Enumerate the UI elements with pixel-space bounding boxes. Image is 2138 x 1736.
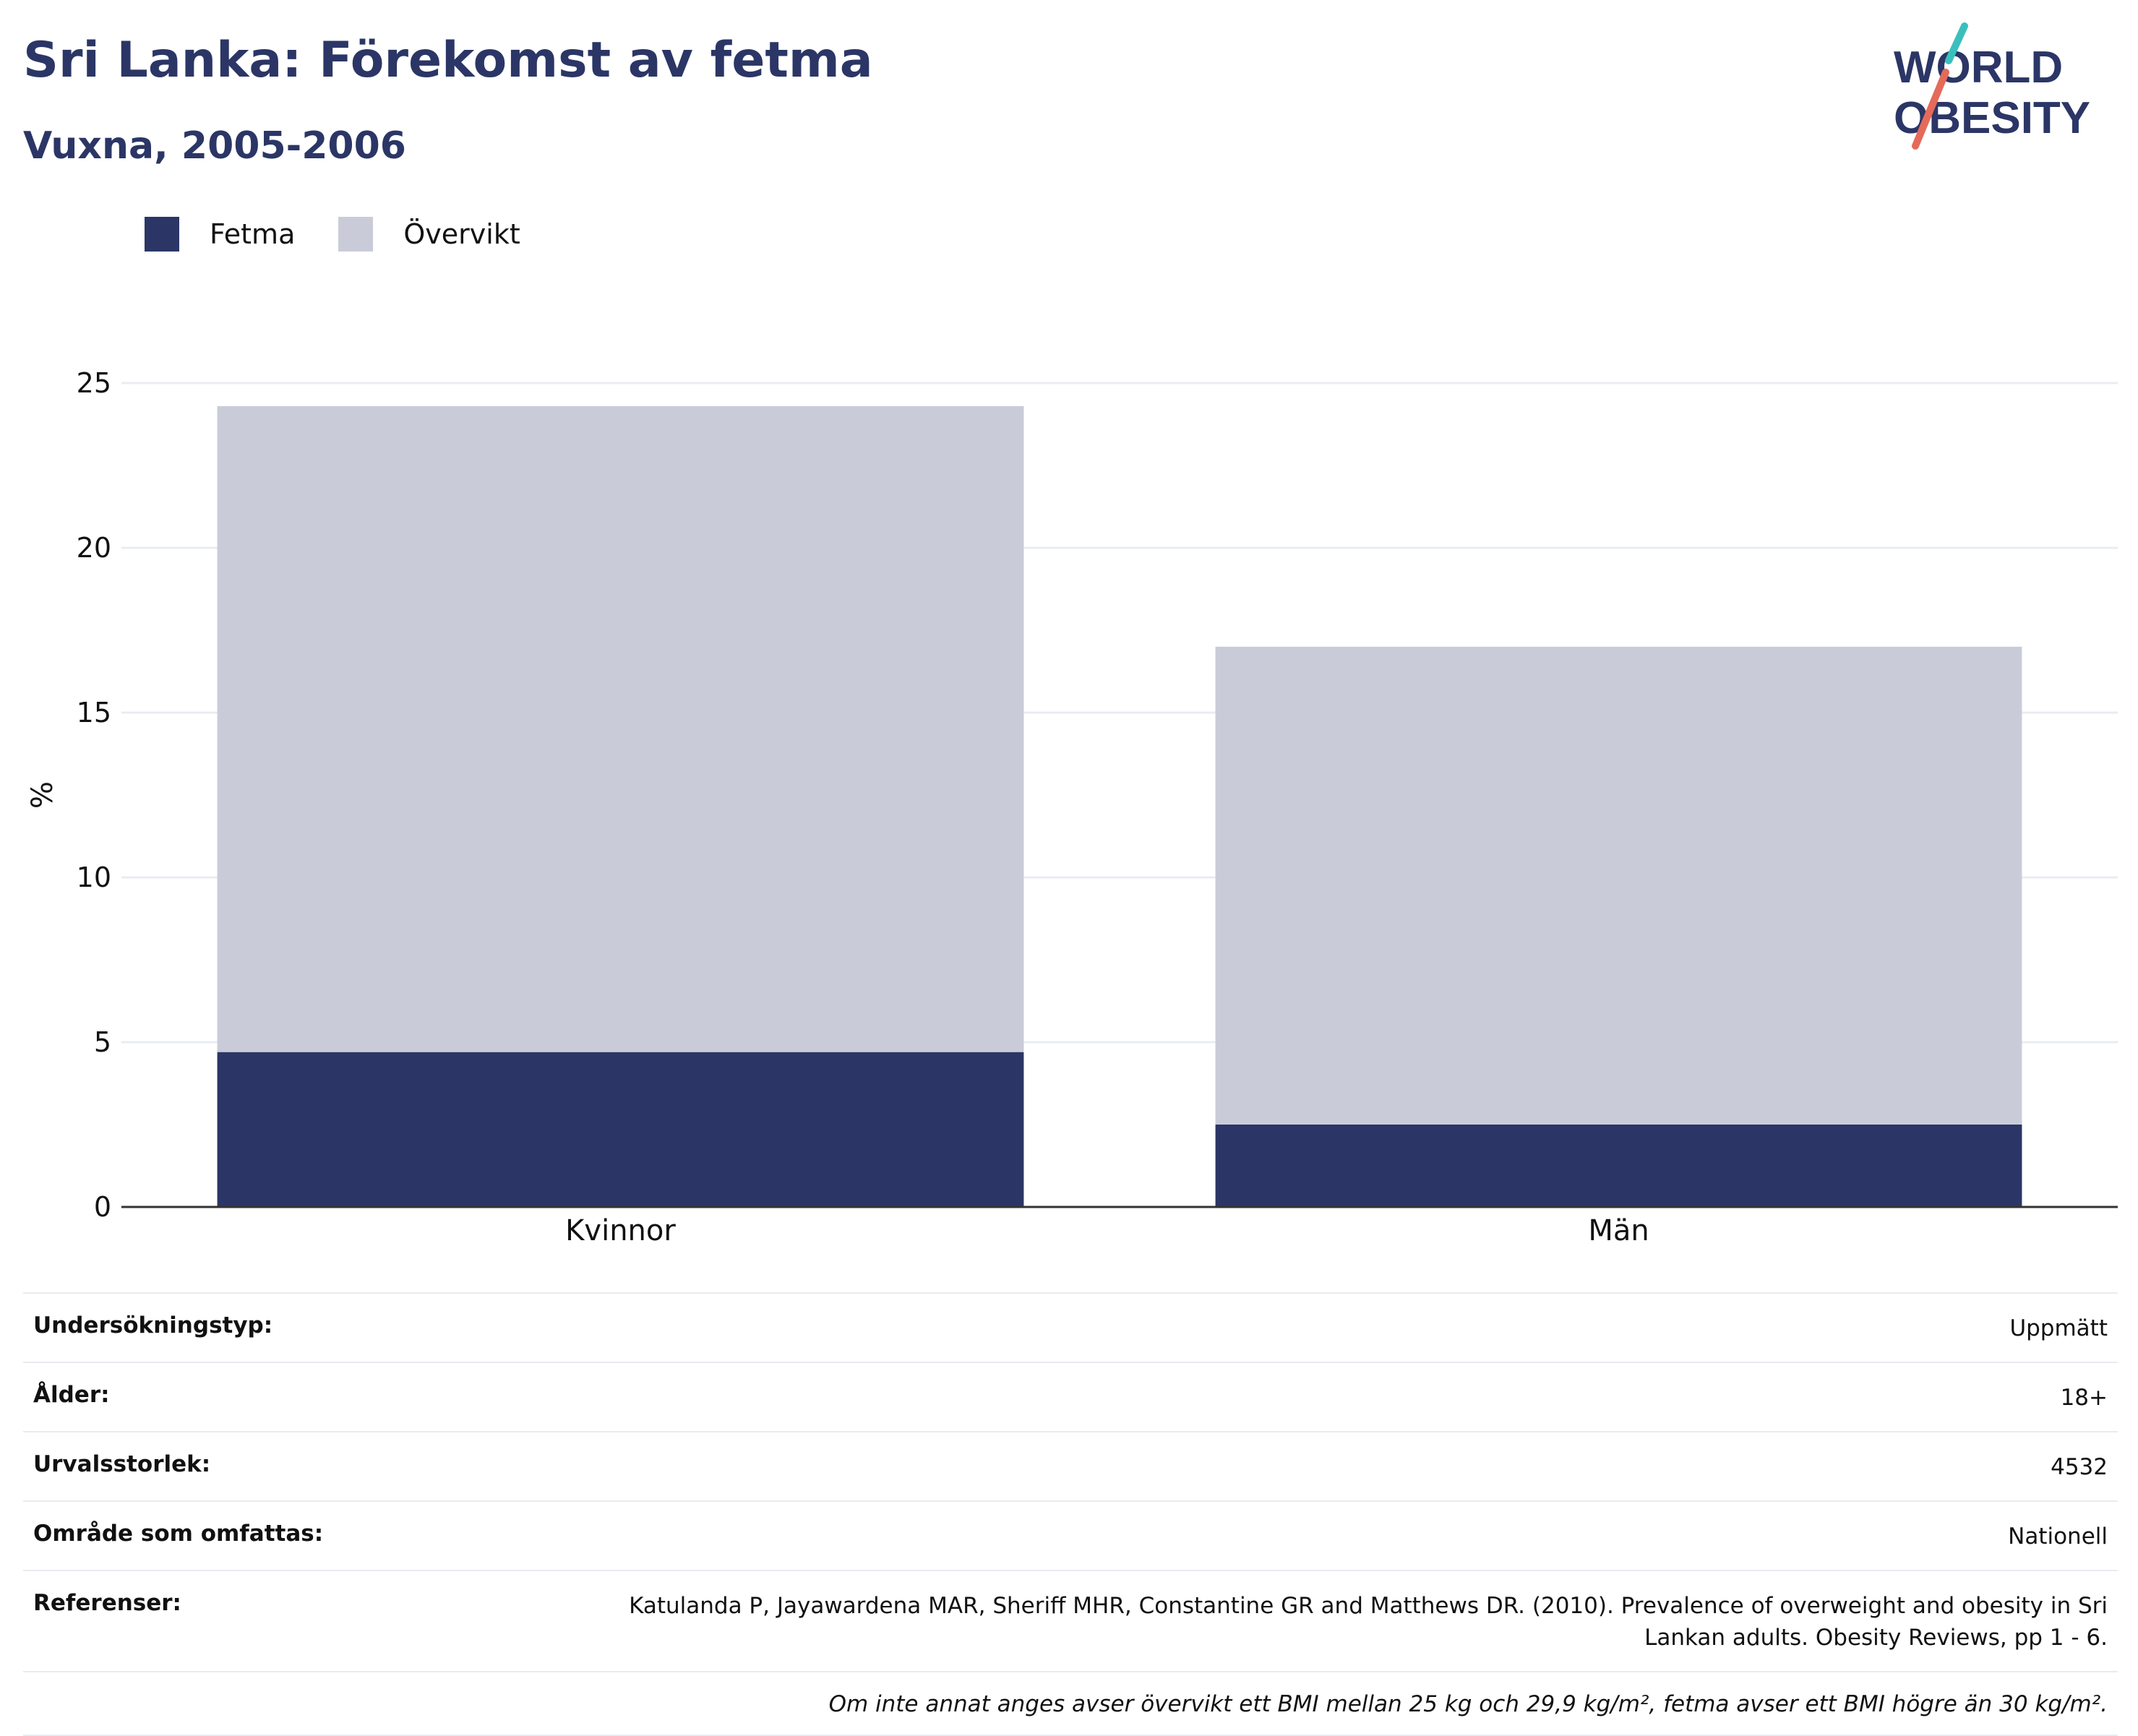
info-value-survey-type: Uppmätt [2009, 1315, 2108, 1341]
stacked-bar-chart: 0 5 10 15 20 25% Kvinnor Män [26, 367, 2118, 1247]
bar-män-fetma [1215, 1125, 2022, 1207]
y-tick-label-10: 10 [77, 861, 111, 893]
logo-slash-bottom [1912, 69, 1949, 150]
x-tick-label-kvinnor: Kvinnor [565, 1214, 676, 1247]
x-tick-label-män: Män [1588, 1214, 1649, 1247]
bar-män-övervikt [1215, 646, 2022, 1125]
info-value-references: Katulanda P, Jayawardena MAR, Sheriff MH… [629, 1593, 2108, 1651]
chart-title: Sri Lanka: Förekomst av fetma [23, 32, 873, 89]
y-tick-label-25: 25 [77, 367, 111, 399]
info-key-survey-type: Undersökningstyp: [33, 1312, 273, 1338]
y-tick-label-5: 5 [94, 1026, 111, 1058]
info-value-sample-size: 4532 [2051, 1454, 2108, 1480]
y-tick-label-20: 20 [77, 532, 111, 564]
info-row-sample-size: Urvalsstorlek: 4532 [23, 1432, 2118, 1502]
bar-kvinnor-fetma [217, 1052, 1024, 1207]
info-key-sample-size: Urvalsstorlek: [33, 1451, 211, 1477]
legend-label-fetma: Fetma [210, 218, 296, 250]
bmi-definition-note: Om inte annat anges avser övervikt ett B… [23, 1672, 2118, 1736]
legend-swatch-fetma [145, 217, 179, 252]
logo-slash-top [1945, 22, 1968, 64]
survey-info-table: Undersökningstyp: Uppmätt Ålder: 18+ Urv… [23, 1292, 2118, 1736]
chart-subtitle: Vuxna, 2005-2006 [23, 124, 406, 168]
legend-item-fetma: Fetma [145, 217, 295, 252]
chart-legend: Fetma Övervikt [145, 214, 564, 254]
info-row-area: Område som omfattas: Nationell [23, 1502, 2118, 1571]
info-row-survey-type: Undersökningstyp: Uppmätt [23, 1294, 2118, 1363]
y-tick-label-15: 15 [77, 697, 111, 729]
bar-kvinnor-övervikt [217, 405, 1024, 1052]
legend-label-overvikt: Övervikt [403, 218, 520, 250]
info-row-references: Referenser: Katulanda P, Jayawardena MAR… [23, 1571, 2118, 1672]
legend-swatch-overvikt [338, 217, 374, 252]
info-key-age: Ålder: [33, 1382, 110, 1408]
info-row-age: Ålder: 18+ [23, 1363, 2118, 1432]
y-tick-label-0: 0 [94, 1191, 111, 1223]
y-axis-label: % [26, 781, 59, 809]
legend-item-overvikt: Övervikt [338, 217, 520, 252]
info-key-references: Referenser: [33, 1590, 181, 1616]
world-obesity-logo: WORLD OBESITY [1894, 22, 2090, 150]
logo-text-line1: WORLD [1894, 43, 2063, 93]
info-value-age: 18+ [2060, 1385, 2108, 1411]
info-key-area: Område som omfattas: [33, 1521, 324, 1547]
info-value-area: Nationell [2008, 1524, 2108, 1550]
